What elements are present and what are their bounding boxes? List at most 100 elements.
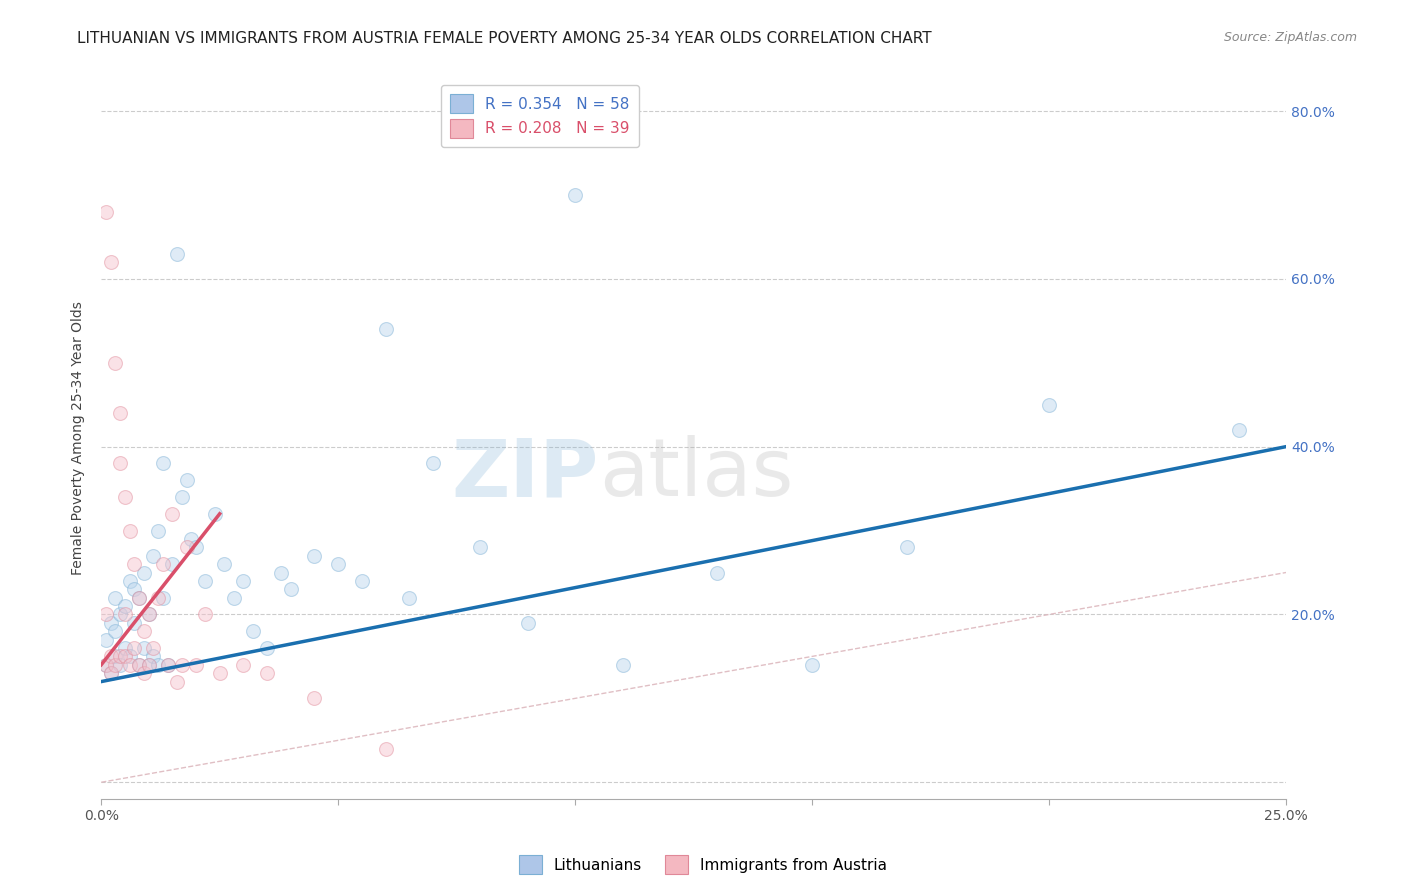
Point	[108, 649, 131, 664]
Point	[114, 649, 136, 664]
Point	[94, 204, 117, 219]
Point	[184, 541, 207, 555]
Point	[398, 591, 420, 605]
Point	[706, 566, 728, 580]
Point	[612, 657, 634, 672]
Legend: R = 0.354   N = 58, R = 0.208   N = 39: R = 0.354 N = 58, R = 0.208 N = 39	[440, 85, 638, 147]
Point	[94, 607, 117, 622]
Point	[138, 657, 160, 672]
Point	[118, 574, 141, 588]
Point	[104, 591, 127, 605]
Point	[270, 566, 292, 580]
Point	[114, 490, 136, 504]
Point	[100, 666, 122, 681]
Point	[104, 657, 127, 672]
Point	[166, 674, 188, 689]
Point	[124, 557, 146, 571]
Point	[350, 574, 373, 588]
Point	[194, 607, 217, 622]
Point	[194, 574, 217, 588]
Point	[100, 649, 122, 664]
Point	[118, 524, 141, 538]
Point	[152, 591, 174, 605]
Point	[256, 666, 278, 681]
Point	[801, 657, 824, 672]
Point	[114, 640, 136, 655]
Point	[128, 591, 150, 605]
Text: ZIP: ZIP	[451, 435, 599, 513]
Point	[104, 649, 127, 664]
Point	[374, 322, 396, 336]
Point	[328, 557, 350, 571]
Point	[104, 624, 127, 639]
Point	[1227, 423, 1250, 437]
Point	[564, 188, 586, 202]
Point	[108, 657, 131, 672]
Point	[256, 640, 278, 655]
Point	[128, 657, 150, 672]
Point	[94, 657, 117, 672]
Point	[156, 657, 179, 672]
Point	[166, 246, 188, 260]
Y-axis label: Female Poverty Among 25-34 Year Olds: Female Poverty Among 25-34 Year Olds	[72, 301, 86, 575]
Point	[108, 406, 131, 420]
Point	[176, 541, 198, 555]
Point	[138, 607, 160, 622]
Point	[94, 657, 117, 672]
Legend: Lithuanians, Immigrants from Austria: Lithuanians, Immigrants from Austria	[513, 849, 893, 880]
Point	[104, 356, 127, 370]
Text: Source: ZipAtlas.com: Source: ZipAtlas.com	[1223, 31, 1357, 45]
Text: LITHUANIAN VS IMMIGRANTS FROM AUSTRIA FEMALE POVERTY AMONG 25-34 YEAR OLDS CORRE: LITHUANIAN VS IMMIGRANTS FROM AUSTRIA FE…	[77, 31, 932, 46]
Point	[100, 666, 122, 681]
Point	[222, 591, 245, 605]
Point	[516, 615, 538, 630]
Point	[108, 607, 131, 622]
Point	[124, 640, 146, 655]
Point	[138, 657, 160, 672]
Point	[114, 607, 136, 622]
Point	[142, 549, 165, 563]
Point	[1038, 398, 1060, 412]
Text: atlas: atlas	[599, 435, 793, 513]
Point	[374, 741, 396, 756]
Point	[128, 591, 150, 605]
Point	[128, 657, 150, 672]
Point	[94, 632, 117, 647]
Point	[142, 640, 165, 655]
Point	[142, 649, 165, 664]
Point	[422, 457, 444, 471]
Point	[280, 582, 302, 597]
Point	[156, 657, 179, 672]
Point	[232, 574, 254, 588]
Point	[152, 457, 174, 471]
Point	[208, 666, 231, 681]
Point	[114, 599, 136, 613]
Point	[132, 640, 155, 655]
Point	[146, 591, 169, 605]
Point	[162, 507, 184, 521]
Point	[132, 666, 155, 681]
Point	[146, 657, 169, 672]
Point	[170, 657, 193, 672]
Point	[304, 691, 326, 706]
Point	[214, 557, 236, 571]
Point	[204, 507, 226, 521]
Point	[232, 657, 254, 672]
Point	[242, 624, 264, 639]
Point	[176, 473, 198, 487]
Point	[100, 255, 122, 269]
Point	[896, 541, 918, 555]
Point	[146, 524, 169, 538]
Point	[132, 566, 155, 580]
Point	[470, 541, 492, 555]
Point	[124, 615, 146, 630]
Point	[162, 557, 184, 571]
Point	[304, 549, 326, 563]
Point	[180, 532, 202, 546]
Point	[124, 582, 146, 597]
Point	[152, 557, 174, 571]
Point	[118, 657, 141, 672]
Point	[100, 615, 122, 630]
Point	[184, 657, 207, 672]
Point	[132, 624, 155, 639]
